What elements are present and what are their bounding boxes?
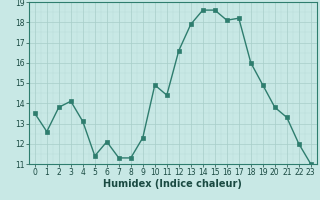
X-axis label: Humidex (Indice chaleur): Humidex (Indice chaleur)	[103, 179, 242, 189]
